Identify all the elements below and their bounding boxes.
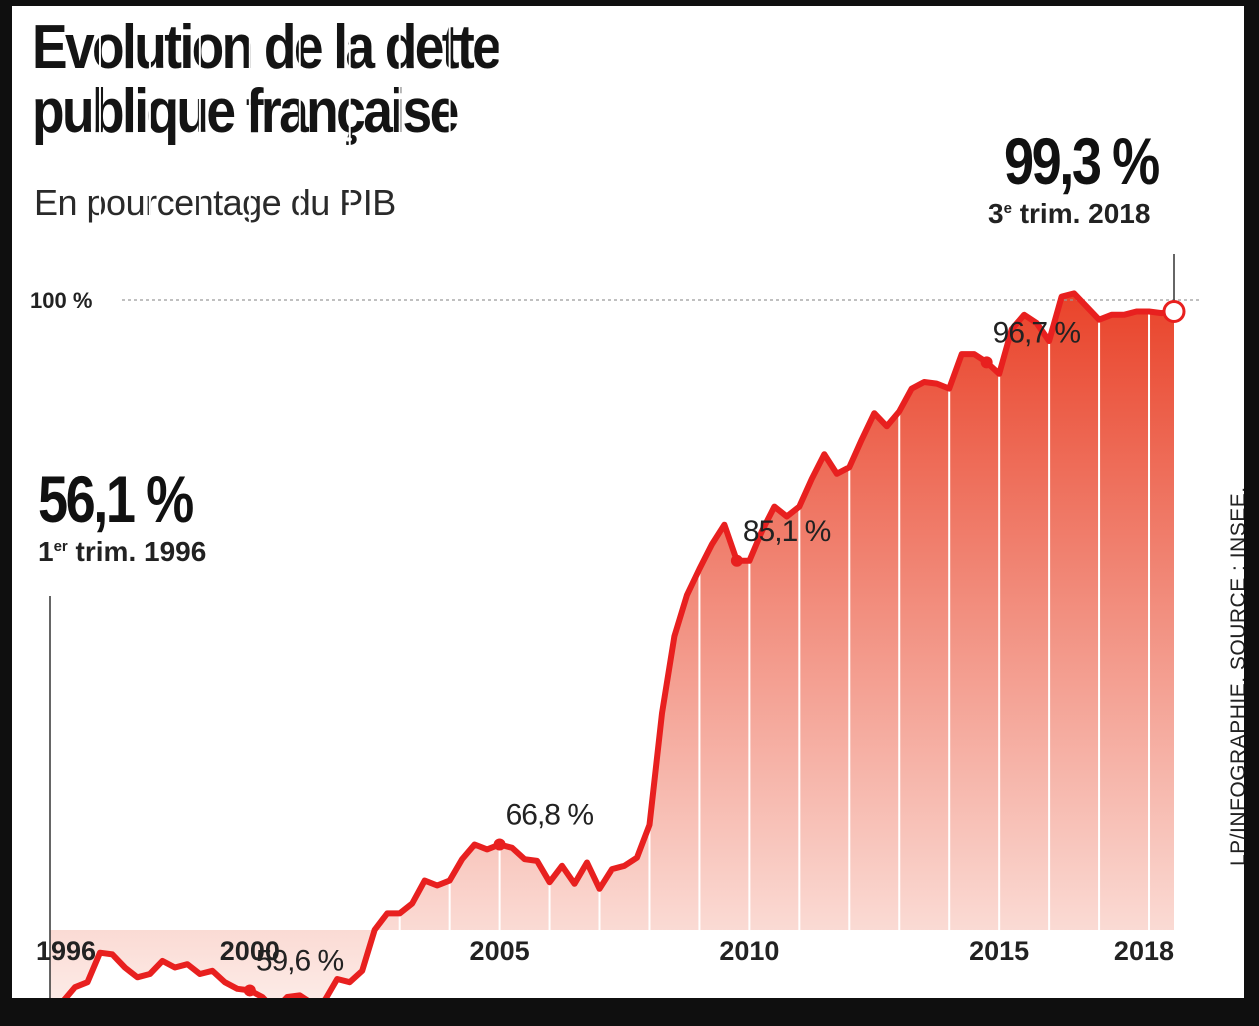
reference-label-100: 100 % (30, 288, 92, 313)
endpoint-marker (1162, 299, 1186, 323)
x-tick-label: 2015 (969, 936, 1029, 966)
annotation-dot (980, 356, 993, 369)
x-tick-label: 1996 (36, 936, 96, 966)
area-fill (50, 293, 1174, 998)
end-value-label: 99,3 % (1004, 124, 1160, 198)
x-tick-label: 2018 (1114, 936, 1174, 966)
start-value-label: 56,1 % (38, 462, 194, 536)
annotation-dot (493, 838, 506, 851)
debt-area-chart: 100 % 59,6 % 66,8 % 85,1 % 96,7 % 1996 2000 2… (30, 6, 1202, 998)
annotation-dot (243, 984, 256, 997)
end-period-label: 3e trim. 2018 (988, 198, 1151, 229)
annotation-label: 85,1 % (743, 515, 831, 548)
annotation-label: 96,7 % (993, 316, 1081, 349)
x-tick-label: 2010 (719, 936, 779, 966)
annotation-label: 59,6 % (256, 944, 344, 977)
start-period-label: 1er trim. 1996 (38, 536, 207, 567)
x-tick-label: 2005 (470, 936, 530, 966)
annotation-label: 66,8 % (506, 798, 594, 831)
x-tick-label: 2000 (220, 936, 280, 966)
source-credit: LP/INFOGRAPHIE. SOURCE : INSEE. (1227, 486, 1244, 866)
chart-title: Evolution de la dette publique française (32, 13, 502, 146)
annotation-dot (730, 554, 743, 567)
infographic-panel: Evolution de la dette publique française… (12, 6, 1244, 998)
chart-subtitle: En pourcentage du PIB (34, 182, 396, 223)
